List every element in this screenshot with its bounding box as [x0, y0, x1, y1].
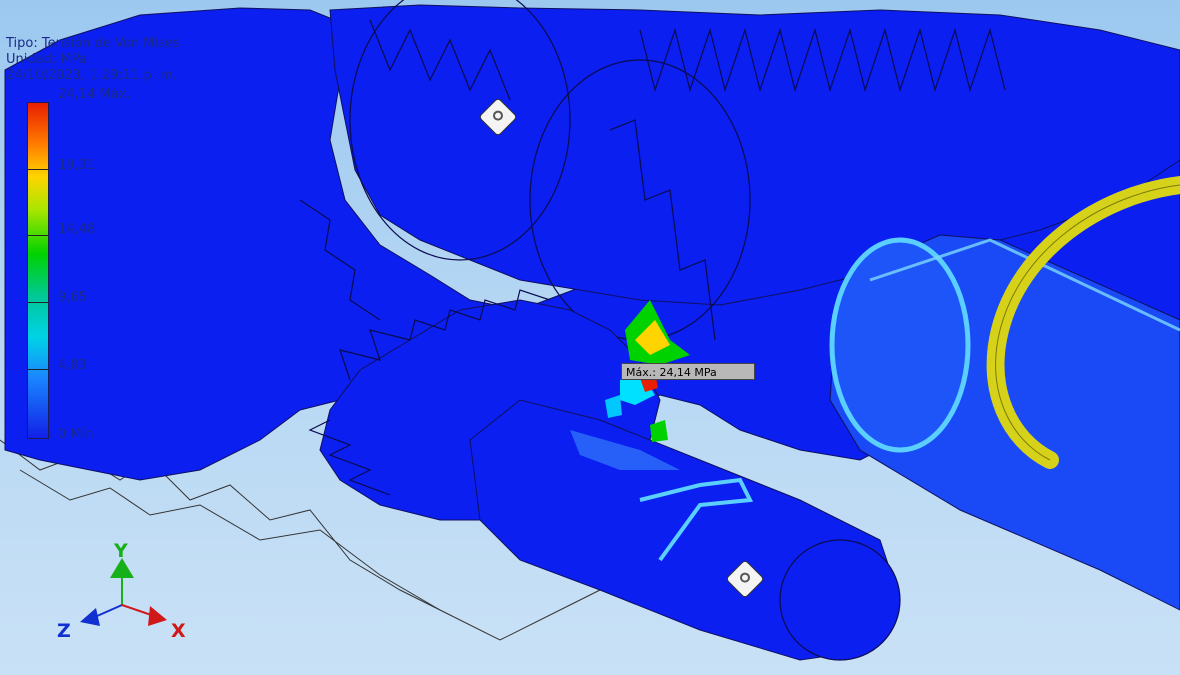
legend-tick-line [27, 302, 48, 303]
legend-tick-label: 14,48 [58, 222, 96, 237]
shaft-edge-glow [639, 477, 754, 562]
result-type: Tipo: Tensión de Von Mises [6, 36, 180, 51]
triad-x-label: X [171, 620, 186, 642]
legend-tick-label: 9,65 [58, 290, 87, 305]
triad-y-label: Y [114, 540, 128, 562]
result-info: Tipo: Tensión de Von Mises Unidad: MPa 2… [6, 36, 180, 84]
triad-z-label: Z [57, 620, 71, 642]
right-shaft-highlight [869, 238, 1180, 332]
triad-x-cone [148, 606, 167, 626]
legend-tick-line [27, 369, 48, 370]
pinion-teeth [308, 289, 551, 496]
upper-gear-teeth [299, 0, 1006, 341]
triad-y-cone [110, 558, 134, 578]
legend-tick-line [27, 169, 48, 170]
result-unit: Unidad: MPa [6, 52, 87, 67]
legend-tick-line [27, 235, 48, 236]
shaft-end-face [779, 539, 901, 661]
legend-min-label: 0 Mín. [58, 427, 98, 442]
triad-z-cone [80, 608, 100, 626]
legend-tick-label: 19,31 [58, 158, 96, 173]
right-shaft-face [829, 237, 971, 453]
legend-tick-label: 4,83 [58, 358, 87, 373]
shaft-highlight [570, 430, 680, 470]
legend-color-bar [27, 102, 49, 439]
view-triad [80, 558, 167, 626]
legend-max-label: 24,14 Máx. [58, 87, 131, 102]
result-date: 24/10/2023, 1:29:11 p. m. [6, 68, 177, 83]
max-stress-probe-tag[interactable]: Máx.: 24,14 MPa [621, 363, 755, 380]
